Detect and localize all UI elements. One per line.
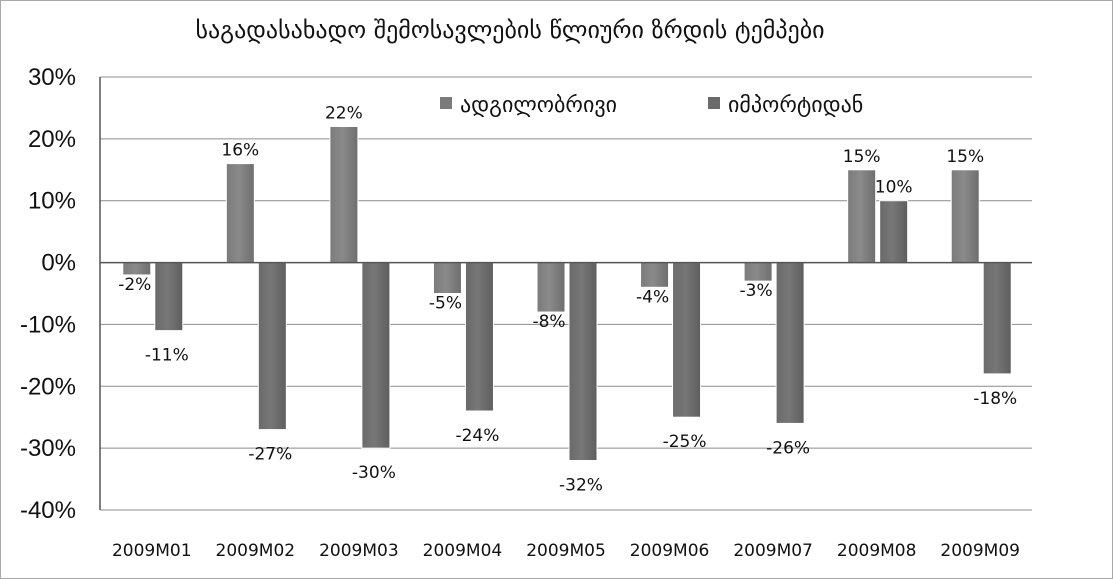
gridlines	[99, 76, 1032, 511]
bar-import	[672, 262, 702, 418]
x-tick-label: 2009M06	[630, 541, 710, 561]
data-label: -4%	[636, 287, 669, 307]
data-label: -8%	[532, 312, 565, 332]
bars	[100, 125, 1032, 462]
y-tick-label: -40%	[20, 497, 76, 524]
x-tick-label: 2009M01	[112, 541, 192, 561]
data-label: -27%	[248, 445, 292, 465]
data-label: -11%	[145, 346, 189, 366]
bar-import	[775, 262, 805, 424]
bar-import	[464, 262, 494, 412]
bar-import	[257, 262, 287, 431]
bar-import	[361, 262, 391, 449]
data-label: -32%	[559, 476, 603, 496]
x-tick-label: 2009M04	[423, 541, 503, 561]
legend-label-local: ადგილობრივი	[460, 93, 617, 118]
legend: ადგილობრივი იმპორტიდან	[440, 93, 863, 118]
data-label: 16%	[221, 141, 259, 161]
bar-import	[879, 200, 909, 264]
legend-label-import: იმპორტიდან	[728, 93, 863, 118]
data-labels: -2% -11% 16% -27% 22% -30% -5% -24% -8% -32% -4% -2…	[118, 103, 1017, 495]
data-label: -30%	[352, 463, 396, 483]
data-label: -3%	[740, 281, 773, 301]
bar-import	[568, 262, 598, 462]
bar-local	[743, 262, 773, 282]
data-label: -24%	[455, 426, 499, 446]
y-tick-label: -30%	[20, 435, 76, 462]
legend-swatch-import	[708, 97, 720, 109]
x-tick-label: 2009M02	[216, 541, 296, 561]
y-tick-label: -10%	[20, 311, 76, 338]
data-label: -2%	[118, 275, 151, 295]
y-tick-label: 0%	[41, 250, 76, 277]
x-tick-label: 2009M03	[319, 541, 399, 561]
y-tick-label: 30%	[28, 64, 76, 91]
data-label: 15%	[946, 147, 984, 167]
legend-swatch-local	[440, 97, 452, 109]
y-axis-ticks: 30% 20% 10% 0% -10% -20% -30% -40%	[20, 64, 76, 524]
bar-local	[847, 169, 877, 264]
data-label: -25%	[663, 432, 707, 452]
data-label: -5%	[429, 294, 462, 314]
y-tick-label: 10%	[28, 188, 76, 215]
bar-local	[122, 262, 152, 276]
data-label: -18%	[973, 389, 1017, 409]
y-tick-label: -20%	[20, 373, 76, 400]
data-label: 22%	[325, 103, 363, 123]
bar-local	[640, 262, 670, 288]
x-tick-label: 2009M07	[733, 541, 813, 561]
chart-title: საგადასახადო შემოსავლების წლიური ზრდის ტ…	[195, 16, 824, 44]
bar-import	[982, 262, 1012, 375]
bar-local	[329, 125, 359, 264]
x-tick-label: 2009M08	[837, 541, 917, 561]
x-tick-label: 2009M09	[940, 541, 1020, 561]
bar-local	[225, 163, 255, 264]
bar-local	[536, 262, 566, 313]
bar-import	[154, 262, 184, 332]
data-label: 15%	[843, 147, 881, 167]
x-tick-label: 2009M05	[526, 541, 606, 561]
data-label: -26%	[766, 438, 810, 458]
x-axis-ticks: 2009M01 2009M02 2009M03 2009M04 2009M05 2009M…	[112, 541, 1020, 561]
bar-local	[432, 262, 462, 295]
y-tick-label: 20%	[28, 126, 76, 153]
bar-local	[950, 169, 980, 264]
data-label: 10%	[875, 178, 913, 198]
